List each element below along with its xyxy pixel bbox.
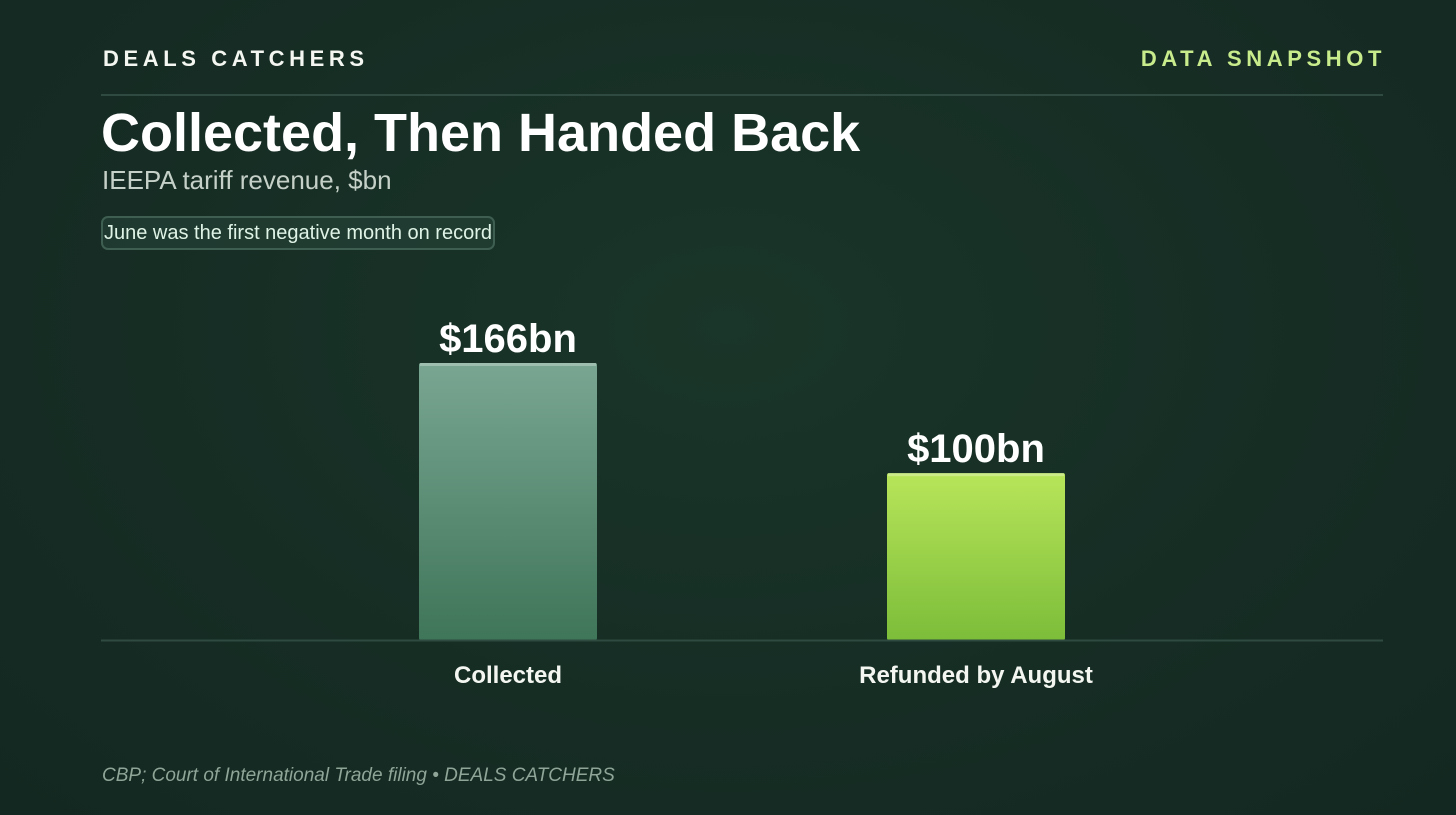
data-label: $166bn (439, 317, 577, 361)
category-label: Collected (454, 662, 562, 689)
chart-subtitle: IEEPA tariff revenue, $bn (102, 165, 392, 195)
data-snapshot-tag: DATA SNAPSHOT (1140, 46, 1386, 71)
bar-refunded (887, 473, 1065, 640)
source-note: CBP; Court of International Trade filing… (102, 765, 615, 786)
callout-badge: June was the first negative month on rec… (101, 216, 495, 250)
brand-name: DEALS CATCHERS (103, 46, 369, 71)
bar-highlight (420, 363, 596, 366)
bar-highlight (888, 473, 1064, 477)
bar-collected (419, 363, 597, 640)
header-divider (101, 94, 1383, 96)
category-label: Refunded by August (859, 662, 1093, 689)
chart-title: Collected, Then Handed Back (101, 103, 861, 163)
data-label: $100bn (907, 427, 1045, 471)
